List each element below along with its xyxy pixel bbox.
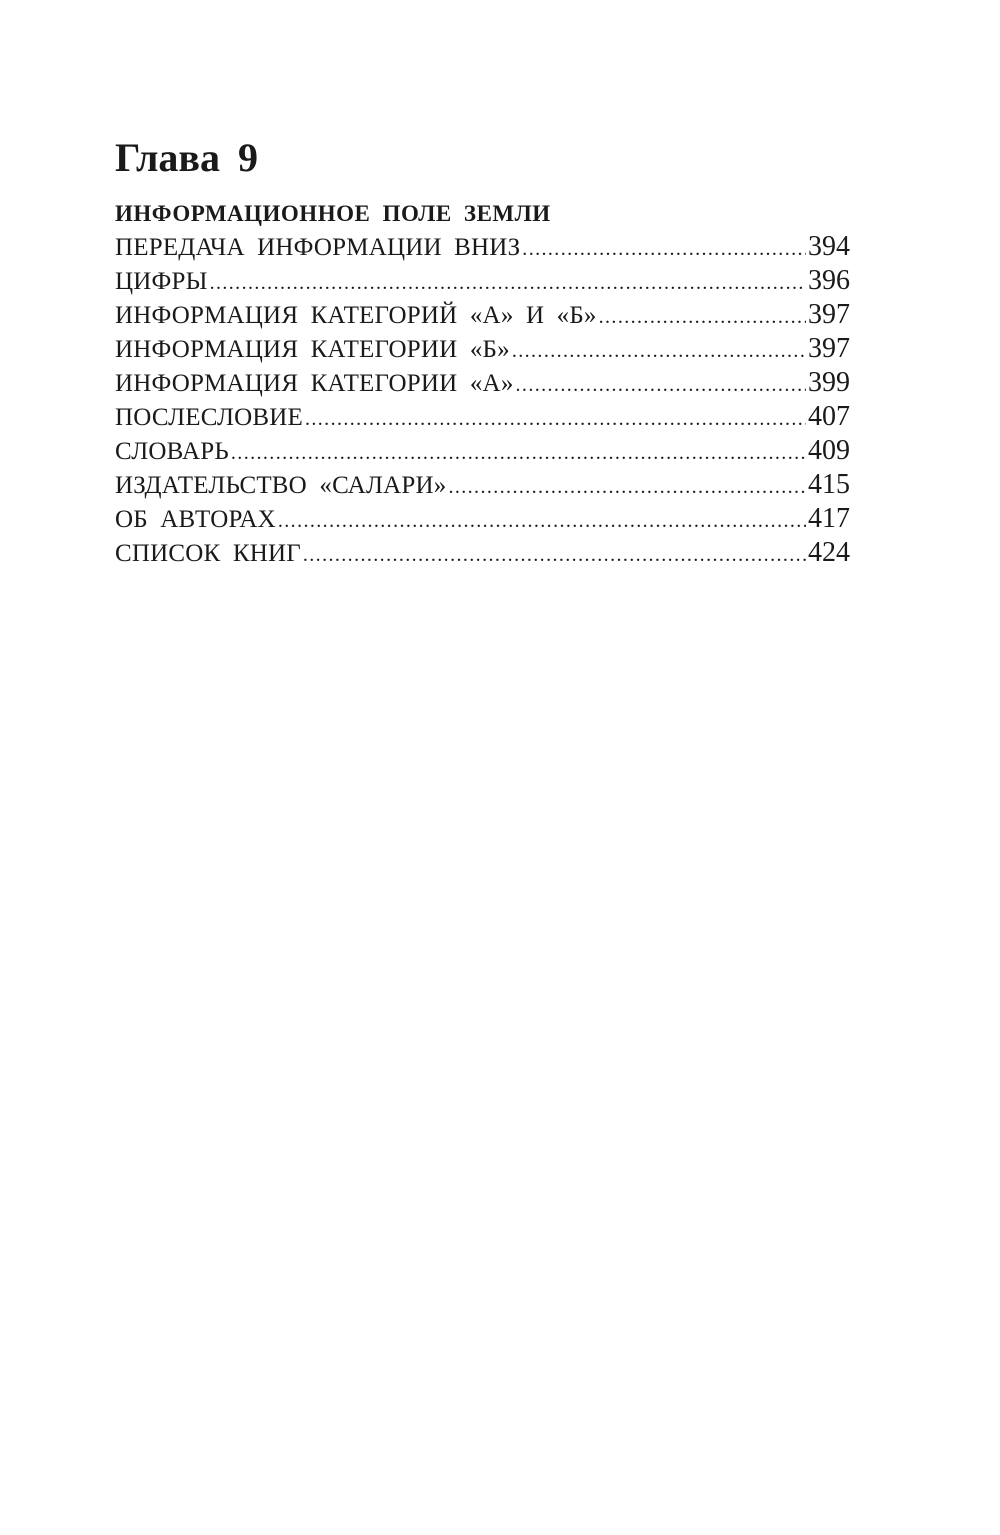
toc-entry-page: 397 (808, 299, 850, 330)
table-of-contents: Глава 9 ИНФОРМАЦИОННОЕ ПОЛЕ ЗЕМЛИ ПЕРЕДА… (115, 136, 850, 570)
dot-leader (599, 300, 806, 334)
toc-entry-title: СЛОВАРЬ (115, 438, 229, 465)
toc-entry-page: 397 (808, 333, 850, 364)
toc-entry-title: ПОСЛЕСЛОВИЕ (115, 404, 303, 431)
toc-entry-title: ПЕРЕДАЧА ИНФОРМАЦИИ ВНИЗ (115, 234, 521, 261)
toc-entry: ИНФОРМАЦИЯ КАТЕГОРИИ «Б» 397 (115, 332, 850, 366)
toc-entry-title: ИНФОРМАЦИЯ КАТЕГОРИИ «Б» (115, 336, 510, 363)
toc-entry-page: 394 (808, 231, 850, 262)
dot-leader (448, 470, 806, 504)
toc-entry-page: 415 (808, 469, 850, 500)
chapter-title: Глава 9 (115, 135, 258, 180)
dot-leader (516, 368, 806, 402)
toc-entry-page: 417 (808, 503, 850, 534)
toc-entries: ПЕРЕДАЧА ИНФОРМАЦИИ ВНИЗ394ЦИФРЫ396ИНФОР… (115, 230, 850, 570)
toc-entry: ПОСЛЕСЛОВИЕ 407 (115, 400, 850, 434)
toc-entry-page: 396 (808, 265, 850, 296)
toc-entry: ПЕРЕДАЧА ИНФОРМАЦИИ ВНИЗ 394 (115, 230, 850, 264)
dot-leader (231, 436, 806, 470)
dot-leader (512, 334, 806, 368)
toc-entry: ОБ АВТОРАХ 417 (115, 502, 850, 536)
toc-entry-page: 399 (808, 367, 850, 398)
dot-leader (303, 538, 806, 572)
dot-leader (278, 504, 806, 538)
dot-leader (522, 232, 806, 266)
toc-entry: ЦИФРЫ 396 (115, 264, 850, 298)
toc-entry: ИНФОРМАЦИЯ КАТЕГОРИИ «А» 399 (115, 366, 850, 400)
toc-entry-title: ИНФОРМАЦИЯ КАТЕГОРИИ «А» (115, 370, 514, 397)
dot-leader (305, 402, 806, 436)
toc-entry-title: ОБ АВТОРАХ (115, 506, 276, 533)
section-title: ИНФОРМАЦИОННОЕ ПОЛЕ ЗЕМЛИ (115, 201, 551, 226)
toc-entry-title: ЦИФРЫ (115, 268, 208, 295)
toc-entry-page: 409 (808, 435, 850, 466)
toc-entry: СПИСОК КНИГ 424 (115, 536, 850, 570)
toc-entry-page: 407 (808, 401, 850, 432)
toc-entry-title: ИЗДАТЕЛЬСТВО «САЛАРИ» (115, 472, 447, 499)
toc-entry-title: ИНФОРМАЦИЯ КАТЕГОРИЙ «А» И «Б» (115, 302, 597, 329)
toc-entry-title: СПИСОК КНИГ (115, 540, 301, 567)
toc-entry: ИНФОРМАЦИЯ КАТЕГОРИЙ «А» И «Б» 397 (115, 298, 850, 332)
toc-entry-page: 424 (808, 537, 850, 568)
dot-leader (210, 266, 806, 300)
toc-entry: ИЗДАТЕЛЬСТВО «САЛАРИ» 415 (115, 468, 850, 502)
toc-entry: СЛОВАРЬ 409 (115, 434, 850, 468)
